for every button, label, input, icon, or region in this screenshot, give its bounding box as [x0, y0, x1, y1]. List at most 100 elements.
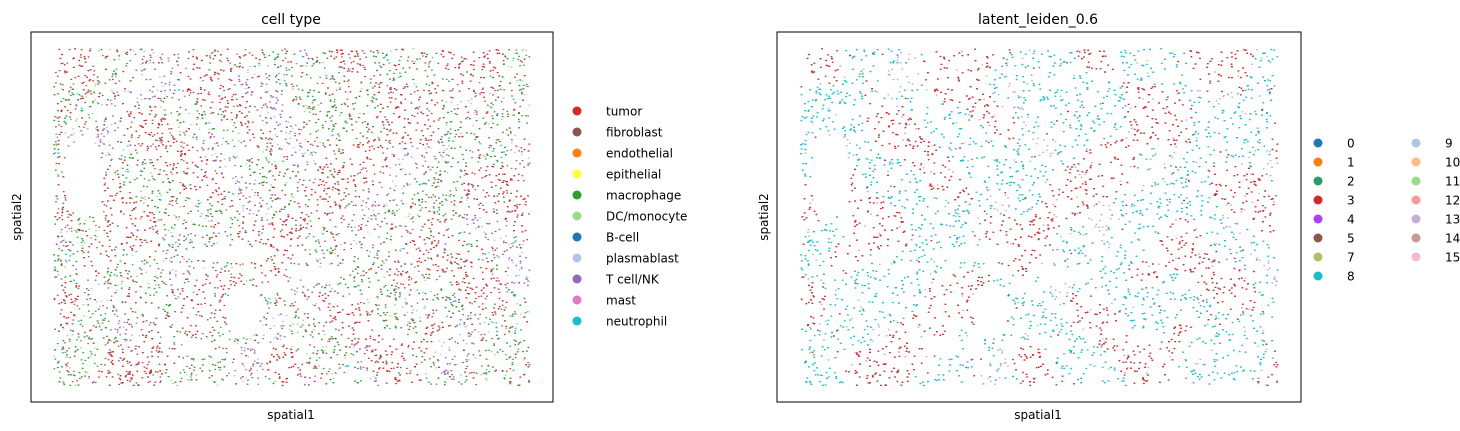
scatter-point — [61, 88, 63, 90]
scatter-point — [177, 64, 179, 66]
scatter-point — [524, 312, 527, 314]
scatter-point — [454, 67, 457, 69]
scatter-point — [185, 109, 187, 111]
scatter-point — [109, 230, 112, 232]
scatter-point — [481, 271, 484, 273]
scatter-point — [296, 287, 299, 289]
scatter-point — [213, 313, 216, 315]
scatter-point — [314, 140, 316, 142]
scatter-point — [473, 173, 476, 175]
scatter-point — [261, 232, 263, 234]
scatter-point — [68, 294, 70, 296]
scatter-point — [220, 268, 223, 270]
scatter-point — [415, 356, 418, 358]
scatter-point — [454, 355, 456, 357]
scatter-point — [232, 130, 234, 132]
scatter-point — [114, 249, 116, 251]
scatter-point — [505, 358, 508, 360]
scatter-point — [217, 145, 219, 147]
scatter-point — [271, 163, 273, 165]
scatter-point — [409, 241, 412, 243]
scatter-point — [64, 226, 67, 228]
scatter-point — [234, 340, 236, 342]
scatter-point — [495, 322, 498, 324]
scatter-point — [488, 349, 490, 351]
scatter-point — [309, 344, 311, 346]
scatter-point — [397, 274, 399, 276]
scatter-point — [212, 58, 215, 60]
scatter-point — [526, 321, 528, 323]
scatter-point — [349, 57, 351, 59]
scatter-point — [123, 321, 126, 323]
scatter-point — [57, 93, 59, 95]
scatter-point — [502, 350, 504, 352]
scatter-point — [259, 173, 261, 175]
scatter-point — [154, 225, 157, 227]
scatter-point — [338, 135, 341, 137]
scatter-point — [199, 367, 202, 369]
scatter-point — [315, 366, 317, 368]
scatter-point — [428, 110, 431, 112]
scatter-point — [215, 269, 217, 272]
scatter-point — [135, 251, 137, 253]
scatter-point — [269, 360, 271, 362]
scatter-point — [334, 123, 337, 125]
scatter-point — [243, 55, 245, 57]
scatter-point — [385, 363, 388, 365]
scatter-point — [252, 334, 255, 337]
scatter-point — [56, 260, 59, 262]
scatter-point — [64, 266, 66, 268]
scatter-point — [297, 103, 300, 105]
scatter-point — [65, 261, 68, 263]
scatter-point — [311, 154, 314, 156]
scatter-point — [196, 110, 199, 112]
scatter-point — [318, 283, 320, 285]
scatter-point — [488, 195, 490, 197]
scatter-point — [371, 351, 373, 353]
scatter-point — [121, 155, 123, 157]
scatter-point — [58, 248, 60, 250]
scatter-point — [407, 56, 410, 58]
scatter-point — [388, 92, 390, 94]
scatter-point — [298, 229, 300, 231]
scatter-point — [271, 223, 273, 225]
scatter-point — [171, 71, 173, 73]
scatter-point — [389, 187, 392, 189]
scatter-point — [195, 205, 197, 207]
scatter-point — [485, 373, 487, 375]
scatter-point — [186, 172, 188, 174]
scatter-point — [496, 255, 498, 257]
scatter-point — [407, 333, 409, 336]
scatter-point — [314, 108, 316, 110]
scatter-point — [70, 311, 72, 313]
scatter-point — [515, 160, 518, 162]
scatter-point — [381, 147, 384, 149]
scatter-point — [84, 359, 87, 361]
scatter-point — [131, 254, 134, 257]
scatter-point — [431, 224, 433, 226]
scatter-point — [456, 113, 458, 115]
scatter-point — [277, 56, 280, 58]
scatter-point — [160, 194, 162, 197]
scatter-point — [251, 91, 254, 93]
scatter-point — [185, 374, 188, 376]
scatter-point — [124, 313, 126, 315]
scatter-point — [435, 172, 437, 174]
scatter-point — [512, 315, 514, 317]
scatter-point — [139, 267, 141, 269]
scatter-point — [82, 352, 84, 354]
scatter-point — [141, 58, 144, 60]
scatter-point — [277, 271, 280, 273]
scatter-point — [89, 48, 92, 50]
scatter-point — [151, 330, 153, 332]
scatter-point — [226, 129, 229, 131]
scatter-point — [66, 99, 68, 101]
scatter-point — [316, 210, 318, 212]
scatter-point — [179, 192, 181, 194]
scatter-point — [513, 151, 516, 153]
scatter-point — [218, 232, 220, 234]
scatter-point — [193, 366, 196, 368]
scatter-point — [525, 83, 528, 85]
scatter-point — [166, 311, 169, 313]
scatter-point — [80, 56, 82, 58]
